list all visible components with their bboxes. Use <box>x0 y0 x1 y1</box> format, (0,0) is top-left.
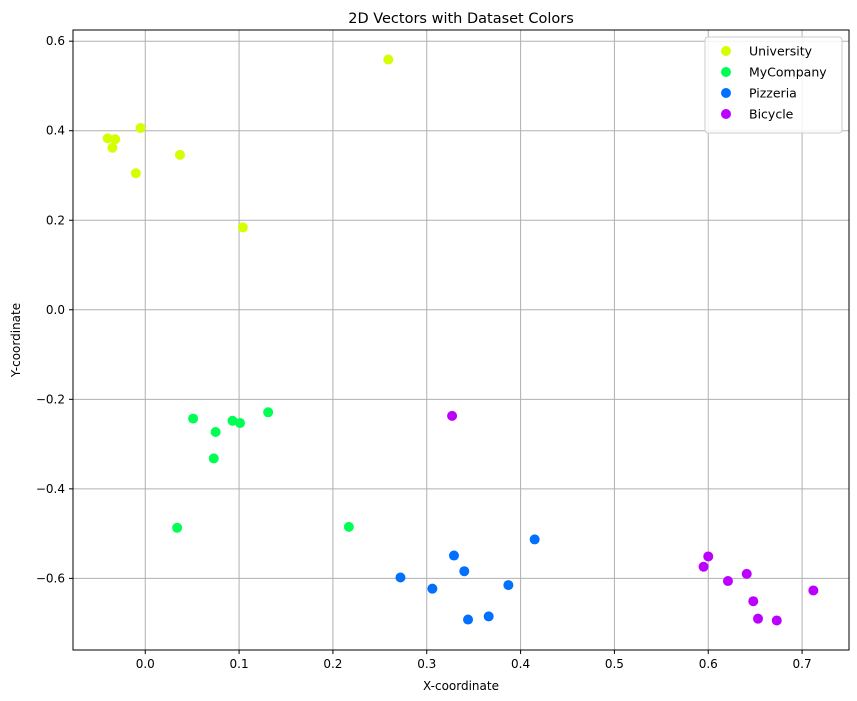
legend-box <box>704 36 843 134</box>
legend-label-pizzeria: Pizzeria <box>749 86 797 101</box>
chart-title: 2D Vectors with Dataset Colors <box>348 11 574 27</box>
point-pizzeria <box>529 534 540 545</box>
point-bicycle <box>748 596 759 607</box>
point-bicycle <box>698 561 709 572</box>
y-axis-label: Y-coordinate <box>9 303 23 378</box>
legend-label-bicycle: Bicycle <box>749 107 794 122</box>
x-tick-label: 0.7 <box>793 657 812 671</box>
y-tick-label: −0.2 <box>36 392 65 406</box>
point-bicycle <box>808 585 819 596</box>
point-pizzeria <box>427 583 438 594</box>
point-pizzeria <box>503 580 514 591</box>
point-university <box>130 168 141 179</box>
point-university <box>135 123 146 134</box>
legend: University MyCompany Pizzeria Bicycle <box>704 36 843 134</box>
data-points <box>102 54 819 626</box>
legend-marker-mycompany <box>721 67 731 77</box>
legend-marker-university <box>721 46 731 56</box>
point-bicycle <box>447 410 458 421</box>
legend-label-university: University <box>749 44 813 59</box>
x-axis-label: X-coordinate <box>423 679 499 693</box>
point-university <box>102 133 113 144</box>
point-mycompany <box>172 522 183 533</box>
point-bicycle <box>722 576 733 587</box>
point-university <box>107 142 118 153</box>
point-pizzeria <box>463 614 474 625</box>
point-bicycle <box>741 568 752 579</box>
point-university <box>110 134 121 145</box>
x-tick-label: 0.2 <box>323 657 342 671</box>
y-tick-label: 0.4 <box>46 124 65 138</box>
point-mycompany <box>208 453 219 464</box>
point-mycompany <box>263 407 274 418</box>
point-bicycle <box>703 551 714 562</box>
point-university <box>174 149 185 160</box>
point-university <box>383 54 394 65</box>
point-pizzeria <box>395 572 406 583</box>
y-tick-label: 0.0 <box>46 303 65 317</box>
legend-marker-pizzeria <box>721 88 731 98</box>
point-pizzeria <box>448 550 459 561</box>
y-tick-label: 0.6 <box>46 34 65 48</box>
point-mycompany <box>235 418 246 429</box>
x-tick-label: 0.0 <box>136 657 155 671</box>
x-tick-label: 0.6 <box>699 657 718 671</box>
x-tick-label: 0.1 <box>230 657 249 671</box>
x-tick-label: 0.5 <box>605 657 624 671</box>
point-mycompany <box>210 426 221 437</box>
axis-ticks: 0.0 0.1 0.2 0.3 0.4 0.5 0.6 0.7 −0.6 −0.4 −0.2 0.0 0… <box>36 34 812 671</box>
point-mycompany <box>227 415 238 426</box>
point-bicycle <box>771 615 782 626</box>
point-mycompany <box>343 521 354 532</box>
y-tick-label: 0.2 <box>46 213 65 227</box>
y-tick-label: −0.4 <box>36 482 65 496</box>
point-university <box>237 222 248 233</box>
point-mycompany <box>188 413 199 424</box>
plot-area-frame <box>72 29 850 651</box>
point-bicycle <box>752 613 763 624</box>
x-tick-label: 0.3 <box>417 657 436 671</box>
y-tick-label: −0.6 <box>36 571 65 585</box>
point-pizzeria <box>483 611 494 622</box>
x-tick-label: 0.4 <box>511 657 530 671</box>
point-pizzeria <box>459 566 470 577</box>
legend-marker-bicycle <box>721 109 731 119</box>
legend-label-mycompany: MyCompany <box>749 65 827 80</box>
